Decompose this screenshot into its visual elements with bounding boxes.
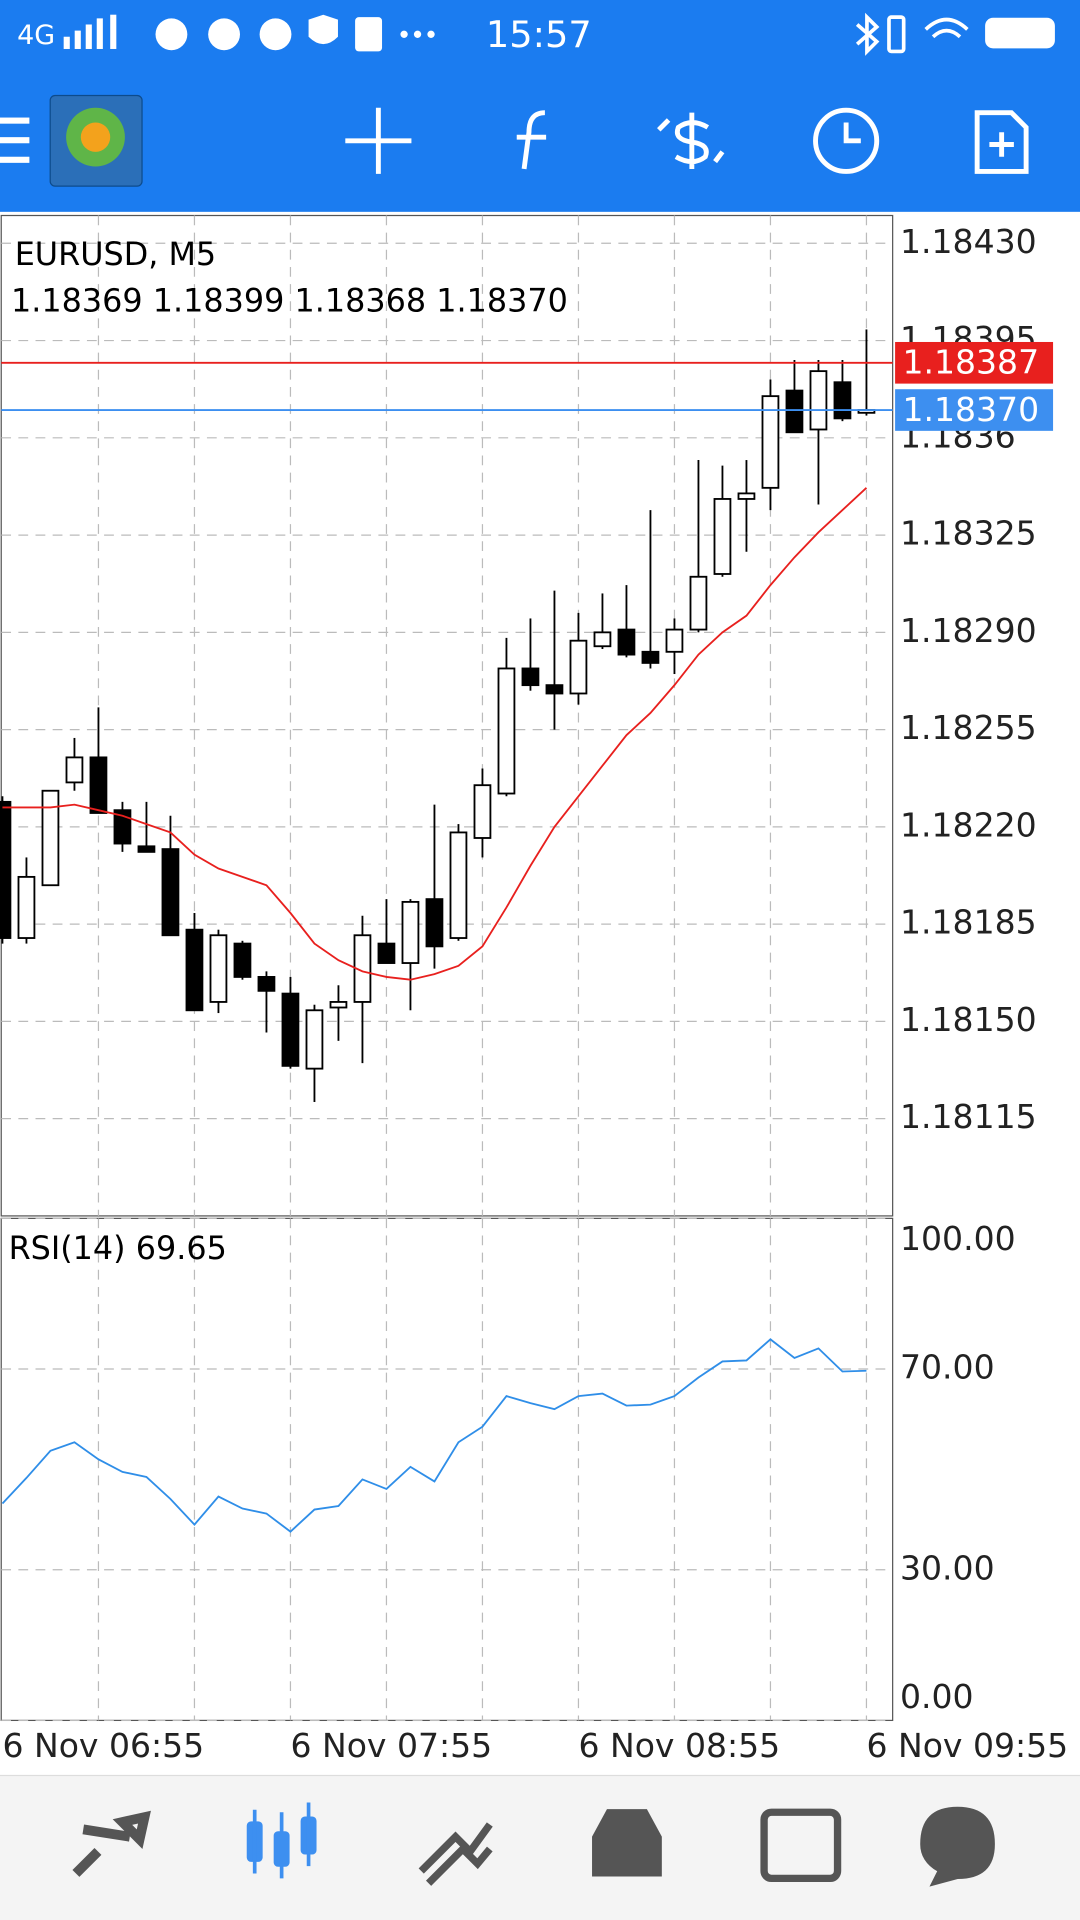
y-tick-label: 1.18185 [900,903,1037,942]
rsi-panel [0,1217,894,1722]
candle-body [233,942,252,978]
system-icons [855,12,1055,56]
candle-body [785,389,804,434]
candle-body [305,1009,324,1070]
x-tick-label: 6 Nov 06:55 [2,1726,204,1765]
candle-body [569,639,588,695]
news-tab[interactable] [760,1808,842,1883]
price-label: 1.18387 [902,343,1039,382]
menu-button[interactable] [0,117,30,163]
candle-body [593,631,612,648]
y-tick-label: 1.18430 [900,222,1037,261]
x-tick-label: 6 Nov 07:55 [290,1726,492,1765]
history-tab[interactable] [592,1809,662,1877]
y-tick-label: 1.18150 [900,1000,1037,1039]
x-tick-label: 6 Nov 08:55 [578,1726,780,1765]
candle-body [89,756,108,814]
trade-tab[interactable] [418,1822,493,1886]
candle-body [689,575,708,631]
indicators-button[interactable] [516,110,547,170]
candle-body [65,756,84,784]
notification-icons [155,14,435,52]
ohlc-text: 1.18369 1.18399 1.18368 1.18370 [11,281,568,319]
candle-body [0,800,12,939]
candle-body [641,650,660,664]
symbol-title: EURUSD, M5 [15,235,216,273]
candle-body [665,628,684,653]
nav-icons[interactable] [72,1802,995,1887]
y-tick-label: 1.18255 [900,708,1037,747]
candle-body [833,381,852,420]
app-logo[interactable] [49,94,143,187]
toolbar-icons[interactable] [345,107,1029,174]
y-tick-label: 0.00 [900,1677,974,1716]
candle-body [713,498,732,575]
crosshair-button[interactable] [345,107,412,174]
candle-body [41,789,60,887]
network: 4G [17,20,55,51]
bottom-nav [0,1775,1080,1920]
trade-button[interactable] [657,112,725,169]
price-panel [0,214,894,1217]
moving-average [2,487,868,981]
rsi-title: RSI(14) 69.65 [9,1229,227,1267]
x-tick-label: 6 Nov 09:55 [866,1726,1068,1765]
candle-body [161,848,180,937]
period-button[interactable] [813,107,880,174]
candle-body [209,934,228,1003]
candle-body [473,784,492,839]
candle-body [257,976,276,992]
candle-body [17,875,36,939]
y-tick-label: 1.18290 [900,611,1037,650]
candle-body [521,667,540,687]
candle-body [281,992,300,1067]
price-label-box [895,389,1054,431]
chat-tab[interactable] [920,1806,995,1887]
candle-body [545,684,564,695]
chart-tab[interactable] [246,1802,317,1879]
candle-body [185,928,204,1012]
candle-body [497,667,516,795]
y-tick-label: 100.00 [900,1219,1016,1258]
y-tick-label: 30.00 [900,1548,995,1587]
candle-body [425,898,444,948]
candle-body [401,900,420,964]
y-tick-label: 1.18115 [900,1097,1037,1136]
candle-body [449,831,468,939]
y-tick-label: 1.18325 [900,514,1037,553]
candle-body [113,809,132,845]
candle-body [737,492,756,500]
price-label: 1.18370 [902,390,1039,429]
clock: 15:57 [486,13,592,56]
quotes-tab[interactable] [72,1810,151,1877]
candle-body [617,628,636,656]
candle-body [761,395,780,489]
candle-body [377,942,396,964]
candle-body [329,1001,348,1009]
signal-icon [63,14,117,49]
price-label-box [895,341,1054,384]
candle-body [137,845,156,853]
candle-body [809,370,828,431]
y-tick-label: 1.18220 [900,805,1037,844]
y-tick-label: 70.00 [900,1347,995,1386]
rsi-line [1,1338,867,1533]
template-button[interactable] [974,110,1029,174]
